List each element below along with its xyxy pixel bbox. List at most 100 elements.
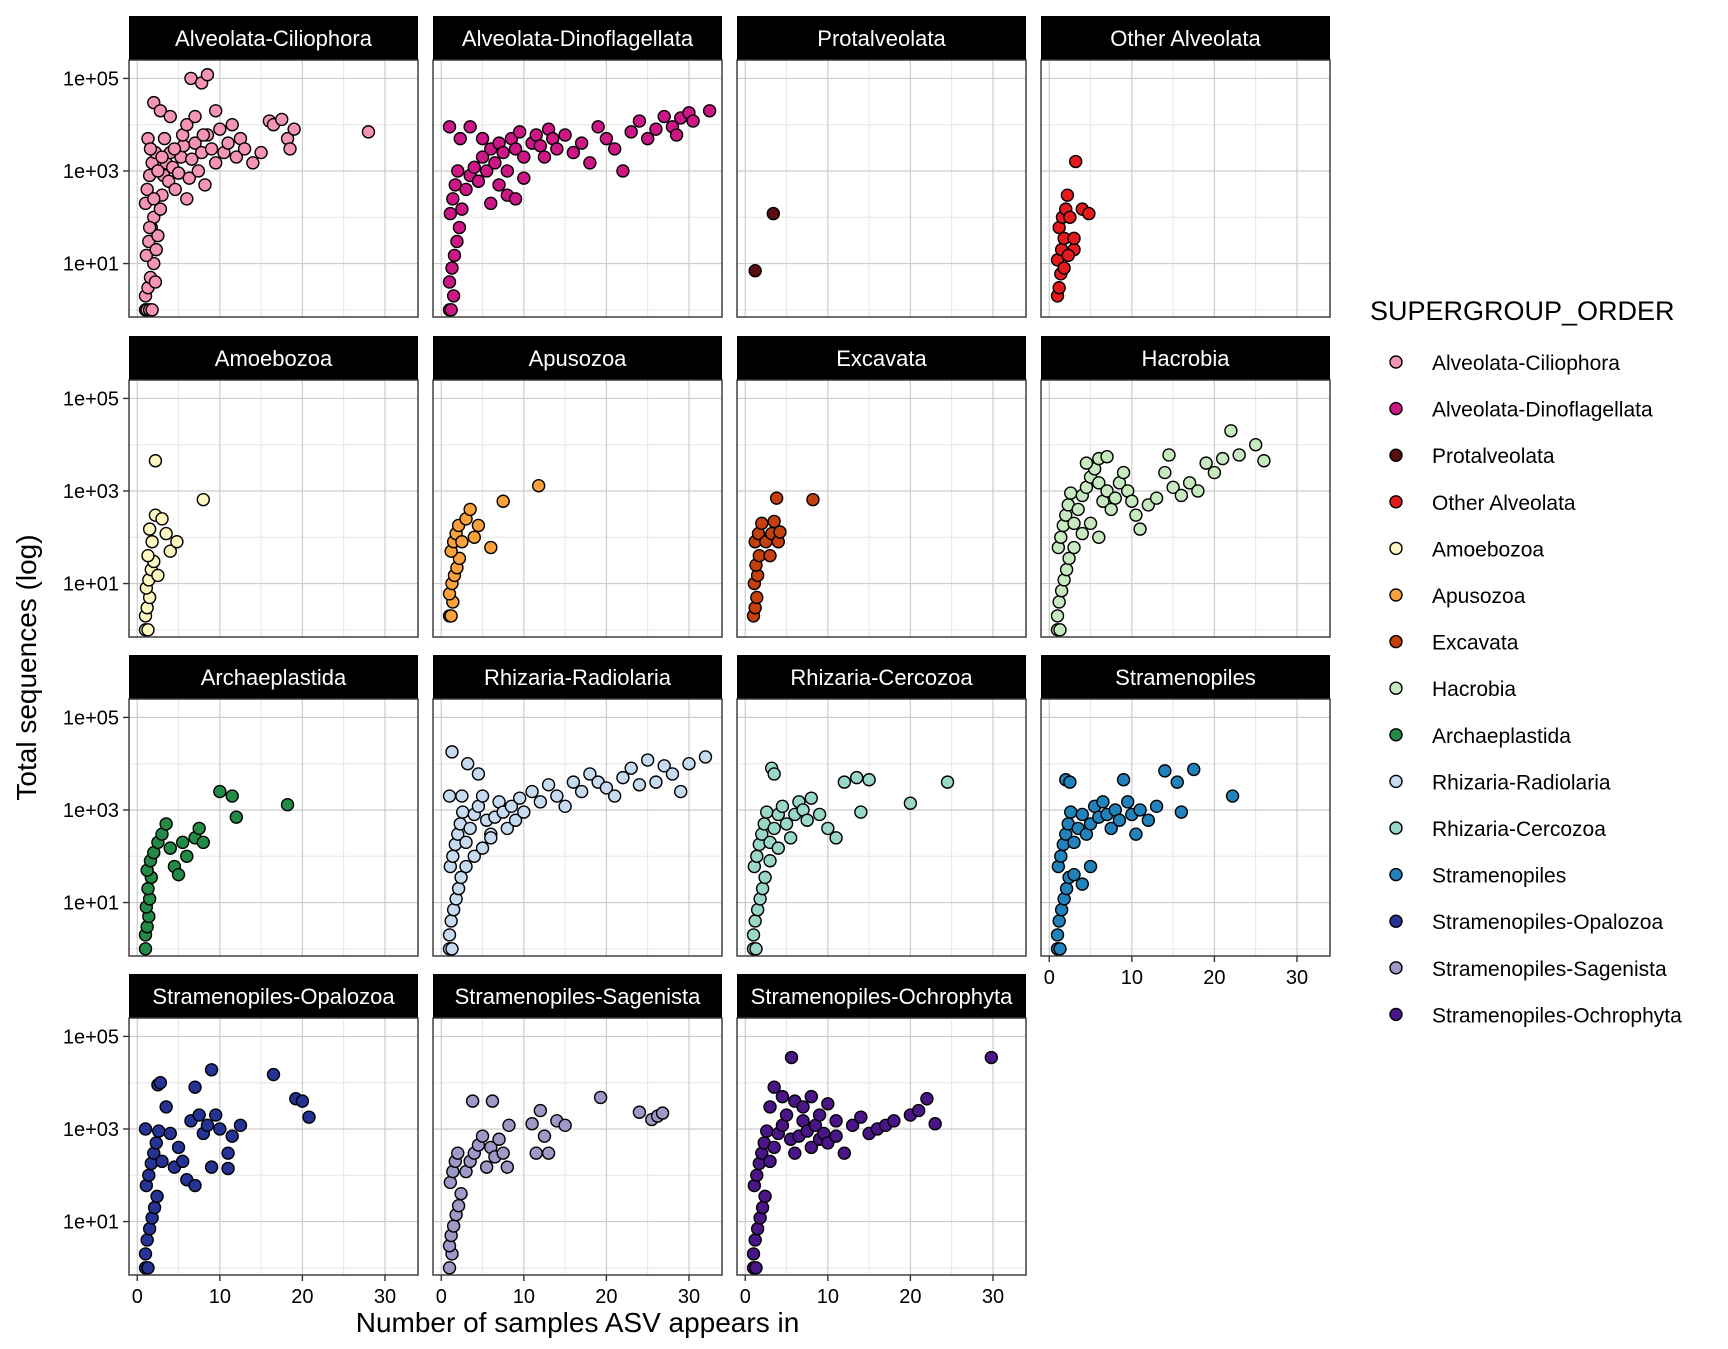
- panel-border: [128, 698, 419, 957]
- data-point: [221, 1146, 235, 1160]
- data-point: [1057, 261, 1071, 275]
- data-point: [204, 1063, 219, 1077]
- data-point: [275, 112, 289, 127]
- data-point: [148, 275, 163, 289]
- data-point: [444, 303, 458, 317]
- data-point: [682, 757, 696, 771]
- data-point: [465, 1094, 480, 1108]
- data-point: [496, 494, 510, 508]
- data-point: [767, 514, 781, 529]
- data-point: [463, 821, 477, 836]
- data-point: [1133, 803, 1147, 817]
- data-point: [444, 609, 458, 623]
- panel-border: [1040, 379, 1331, 638]
- data-point: [447, 248, 462, 263]
- data-point: [150, 1189, 164, 1204]
- data-point: [1225, 789, 1240, 803]
- data-point: [940, 775, 955, 789]
- data-point: [141, 881, 155, 896]
- data-point: [1191, 484, 1205, 498]
- data-point: [533, 1103, 548, 1118]
- legend-label: Apusozoa: [1432, 585, 1526, 608]
- data-point: [442, 275, 457, 289]
- data-point: [138, 1122, 153, 1136]
- data-point: [750, 1222, 765, 1236]
- data-point: [484, 196, 498, 211]
- facet-strip: [1041, 336, 1330, 380]
- facet-strip: [737, 655, 1026, 699]
- data-point: [475, 1129, 490, 1143]
- data-point: [442, 928, 457, 942]
- data-point: [566, 775, 581, 789]
- data-point: [513, 791, 527, 805]
- facet-panel: Alveolata-Dinoflagellata: [432, 16, 723, 318]
- data-point: [459, 182, 473, 197]
- y-tick-label: 1e+01: [63, 893, 119, 915]
- data-point: [141, 1261, 155, 1275]
- data-point: [748, 1233, 762, 1247]
- data-point: [1075, 877, 1089, 891]
- legend-label: Archaeplastida: [1432, 725, 1571, 748]
- data-point: [153, 202, 168, 216]
- data-point: [1158, 764, 1172, 778]
- data-point: [763, 548, 777, 563]
- data-point: [920, 1092, 934, 1106]
- data-point: [1100, 484, 1114, 498]
- x-tick-label: 10: [1121, 967, 1143, 989]
- facet-strip: [433, 655, 722, 699]
- data-point: [152, 1124, 166, 1138]
- x-tick-label: 0: [436, 1286, 447, 1308]
- data-point: [138, 942, 153, 956]
- data-point: [632, 778, 647, 792]
- data-point: [471, 767, 486, 781]
- data-point: [171, 166, 186, 180]
- data-point: [485, 1094, 500, 1108]
- data-point: [574, 784, 589, 799]
- data-point: [163, 544, 177, 558]
- data-point: [767, 821, 781, 836]
- panel-border: [128, 379, 419, 638]
- data-point: [147, 192, 161, 206]
- panel-background: [737, 60, 1026, 317]
- x-tick-label: 0: [1044, 967, 1055, 989]
- data-point: [783, 831, 798, 845]
- legend-label: Hacrobia: [1432, 678, 1516, 701]
- data-point: [1158, 465, 1172, 480]
- data-point: [771, 841, 785, 855]
- data-point: [760, 1124, 774, 1138]
- x-tick-label: 10: [513, 1286, 535, 1308]
- x-axis-title: Number of samples ASV appears in: [356, 1307, 800, 1338]
- data-point: [806, 492, 820, 507]
- data-point: [446, 1219, 461, 1233]
- data-point: [213, 784, 227, 799]
- data-point: [192, 821, 206, 836]
- legend-key: [1389, 774, 1403, 789]
- data-point: [208, 104, 223, 118]
- data-point: [1092, 530, 1106, 544]
- y-tick-label: 1e+05: [63, 68, 119, 90]
- data-point: [148, 454, 163, 468]
- legend-label: Alveolata-Dinoflagellata: [1432, 399, 1653, 422]
- data-point: [1050, 609, 1065, 623]
- data-point: [755, 1200, 770, 1215]
- data-point: [496, 1146, 510, 1160]
- data-point: [1116, 465, 1131, 480]
- data-point: [446, 903, 461, 917]
- data-point: [541, 778, 556, 792]
- data-point: [475, 841, 490, 855]
- data-point: [1174, 488, 1189, 503]
- facet-panel: Stramenopiles-Opalozoa 1e+01 1e+03 1e+05 0 10…: [63, 974, 419, 1308]
- panel-border: [128, 59, 419, 318]
- legend-label: Rhizaria-Radiolaria: [1432, 771, 1611, 794]
- data-point: [850, 770, 864, 785]
- data-point: [200, 1118, 215, 1133]
- data-point: [467, 849, 481, 863]
- data-point: [593, 1090, 608, 1105]
- data-point: [1054, 849, 1068, 863]
- data-point: [750, 590, 764, 605]
- facet-title: Archaeplastida: [201, 665, 347, 690]
- data-point: [196, 492, 211, 507]
- data-point: [1096, 795, 1110, 809]
- data-point: [750, 1168, 764, 1182]
